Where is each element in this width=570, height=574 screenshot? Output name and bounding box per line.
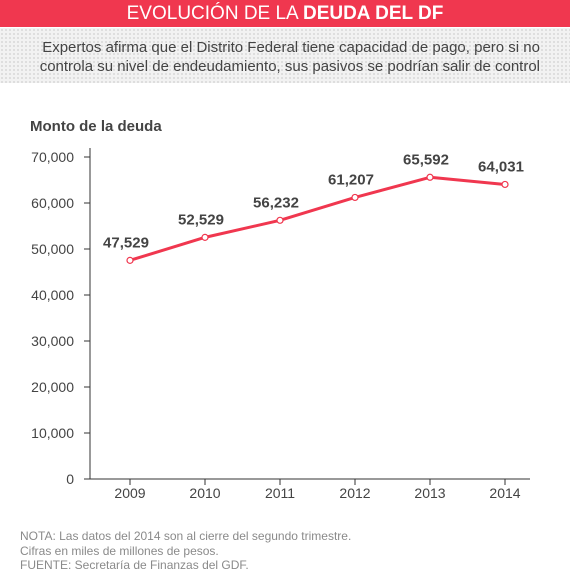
data-point [201, 233, 209, 241]
x-tick-label: 2011 [265, 485, 295, 501]
y-tick-label: 40,000 [31, 287, 74, 303]
y-tick-label: 0 [66, 471, 74, 487]
data-point [426, 173, 434, 181]
subtitle: Expertos afirma que el Distrito Federal … [39, 39, 540, 75]
data-label: 47,529 [103, 234, 149, 251]
footnotes: NOTA: Las datos del 2014 son al cierre d… [20, 529, 351, 573]
title-banner: EVOLUCIÓN DE LA DEUDA DEL DF [0, 0, 570, 27]
x-tick-label: 2014 [489, 485, 520, 501]
title-bold: DEUDA DEL DF [302, 3, 444, 24]
data-label: 64,031 [478, 158, 524, 175]
y-tick-label: 50,000 [31, 241, 74, 257]
data-point [126, 256, 134, 264]
y-tick-label: 30,000 [31, 333, 74, 349]
data-label: 56,232 [253, 194, 299, 211]
data-point [351, 193, 359, 202]
x-tick-label: 2012 [339, 485, 370, 501]
y-tick-label: 60,000 [31, 195, 74, 211]
y-tick-label: 70,000 [31, 149, 74, 165]
title-light: EVOLUCIÓN DE LA [126, 3, 303, 24]
cifras-line: Cifras en miles de millones de pesos. [20, 543, 219, 558]
data-label: 61,207 [328, 171, 374, 188]
x-tick-label: 2009 [114, 485, 145, 501]
y-tick-label: 10,000 [31, 425, 74, 441]
y-axis-title: Monto de la deuda [30, 118, 162, 135]
x-tick-label: 2013 [414, 485, 445, 501]
series-line [129, 175, 506, 262]
y-tick-label: 20,000 [31, 379, 74, 395]
subtitle-panel: Expertos afirma que el Distrito Federal … [0, 28, 570, 83]
data-point [276, 216, 284, 224]
data-label: 52,529 [178, 211, 224, 228]
note-line: NOTA: Las datos del 2014 son al cierre d… [20, 529, 352, 543]
data-label: 65,592 [403, 151, 449, 168]
x-tick-label: 2010 [189, 485, 220, 501]
data-point [501, 180, 509, 189]
source-line: FUENTE: Secretaría de Finanzas del GDF. [20, 558, 249, 572]
